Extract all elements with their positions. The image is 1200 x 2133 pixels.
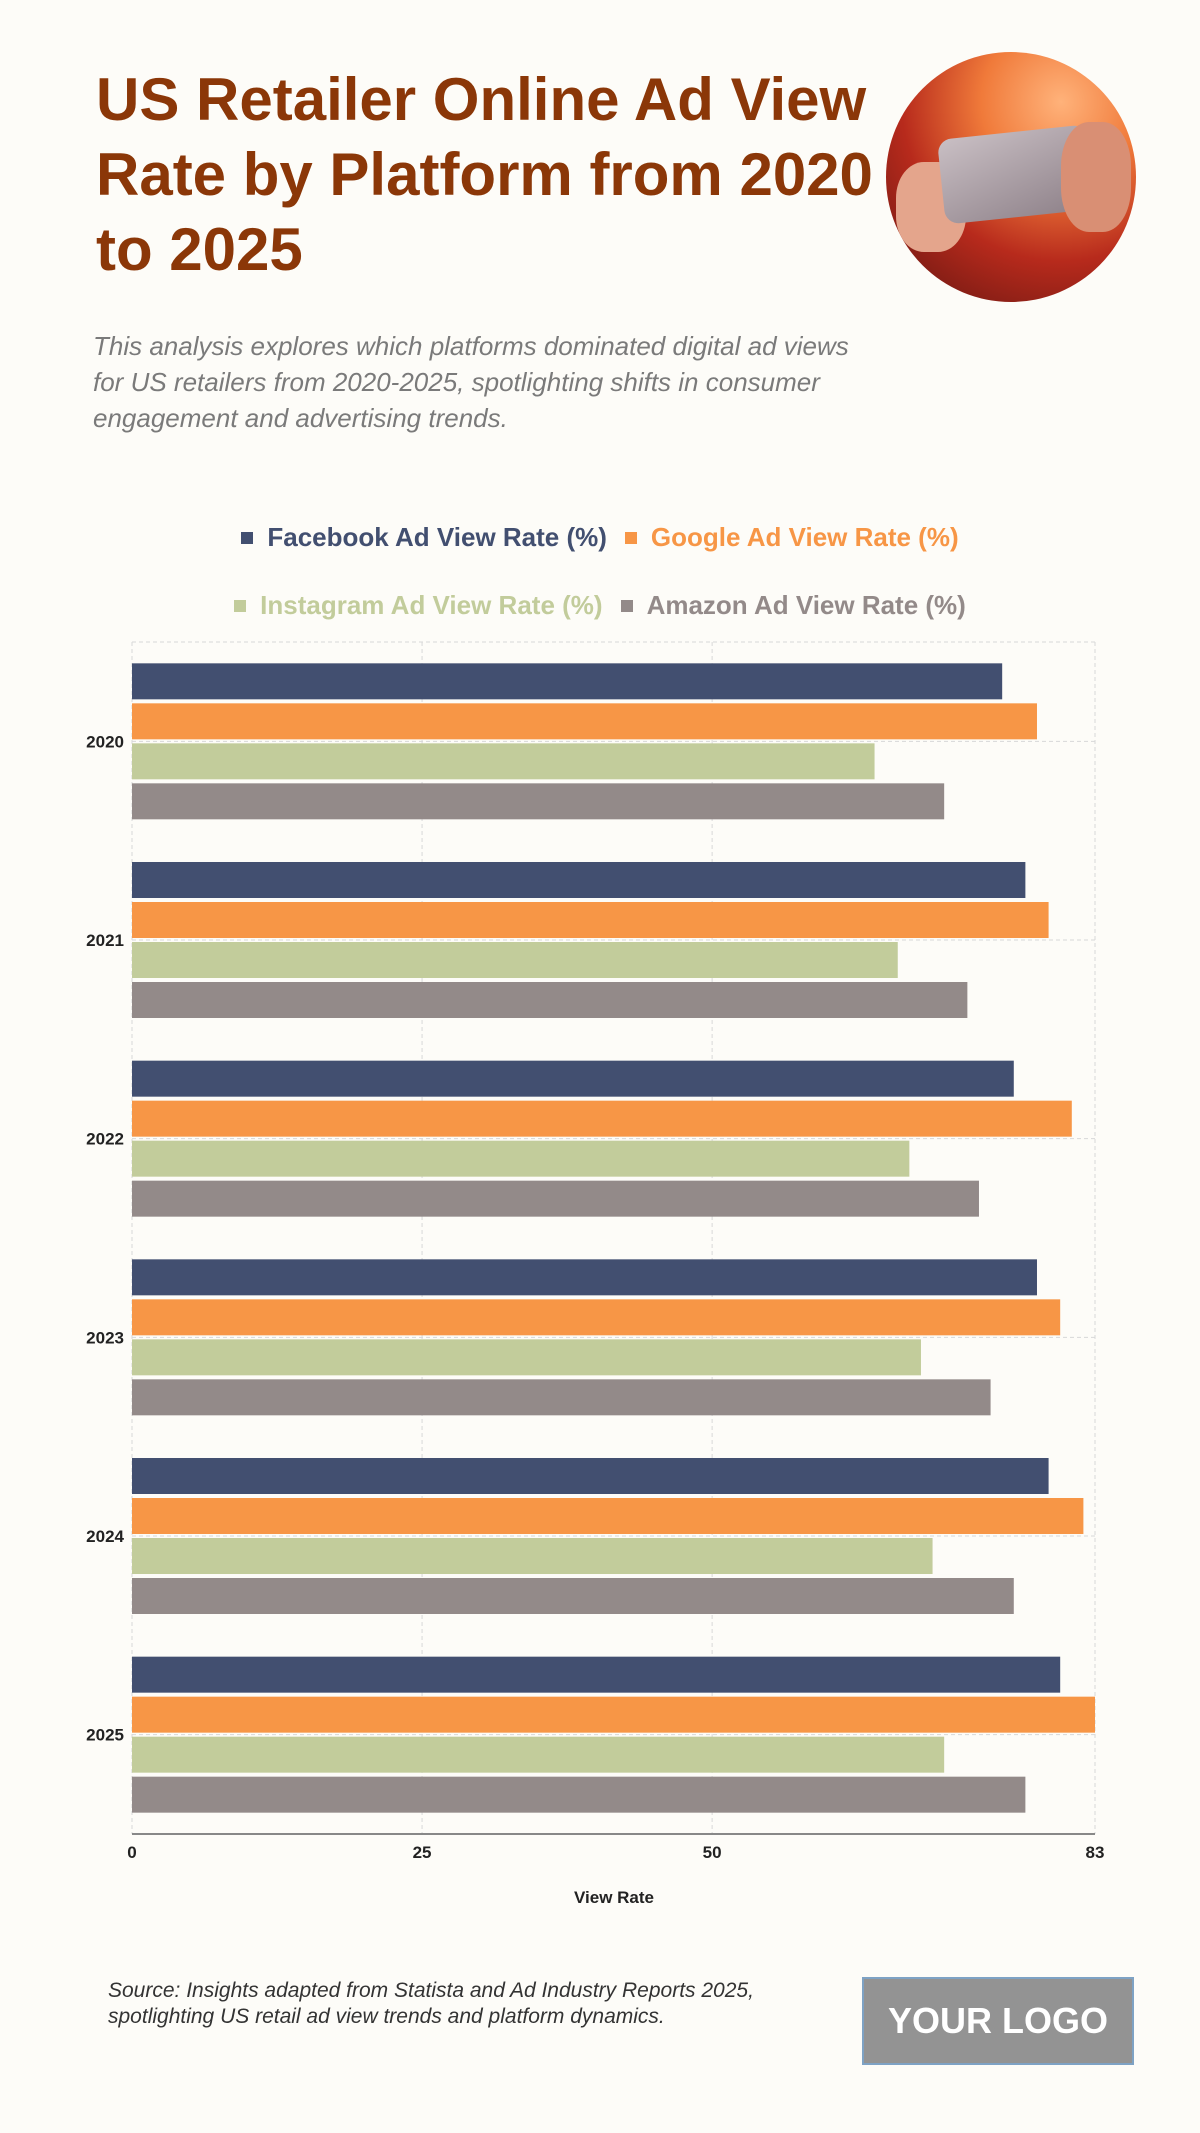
x-tick-label: 25 — [413, 1843, 432, 1862]
y-tick-label: 2022 — [86, 1130, 124, 1149]
bar-facebook-2021 — [132, 862, 1026, 898]
legend-label: Google Ad View Rate (%) — [650, 522, 959, 552]
bar-amazon-2025 — [132, 1776, 1026, 1813]
bar-google-2025 — [132, 1696, 1095, 1733]
hero-image-phone-photo — [886, 52, 1136, 302]
bar-google-2024 — [132, 1498, 1084, 1534]
bar-google-2020 — [132, 703, 1037, 740]
legend-row-1: Facebook Ad View Rate (%) Google Ad View… — [0, 522, 1200, 553]
legend-swatch-icon — [241, 531, 254, 544]
bar-instagram-2021 — [132, 942, 898, 978]
legend-swatch-icon — [234, 599, 247, 612]
bar-google-2022 — [132, 1100, 1072, 1137]
hand-shape — [1061, 122, 1131, 232]
y-tick-label: 2021 — [86, 931, 124, 950]
legend-item-instagram: Instagram Ad View Rate (%) — [234, 590, 603, 621]
bar-instagram-2024 — [132, 1538, 933, 1574]
legend-swatch-icon — [624, 531, 637, 544]
bar-facebook-2025 — [132, 1656, 1061, 1693]
legend-label: Amazon Ad View Rate (%) — [646, 590, 966, 620]
bar-facebook-2020 — [132, 663, 1003, 700]
x-tick-label: 0 — [127, 1843, 136, 1862]
y-tick-label: 2023 — [86, 1328, 124, 1347]
legend-swatch-icon — [620, 599, 633, 612]
bar-instagram-2020 — [132, 743, 875, 780]
bar-facebook-2022 — [132, 1060, 1014, 1097]
subtitle: This analysis explores which platforms d… — [93, 331, 849, 433]
legend-item-google: Google Ad View Rate (%) — [624, 522, 959, 553]
source-note: Source: Insights adapted from Statista a… — [108, 1979, 754, 2028]
bar-instagram-2023 — [132, 1339, 921, 1376]
bar-instagram-2022 — [132, 1140, 910, 1177]
y-tick-label: 2024 — [86, 1527, 124, 1546]
x-tick-label: 50 — [703, 1843, 722, 1862]
bar-amazon-2023 — [132, 1379, 991, 1416]
page-title: US Retailer Online Ad View Rate by Platf… — [96, 66, 873, 283]
bar-google-2023 — [132, 1299, 1061, 1336]
y-tick-label: 2025 — [86, 1726, 124, 1745]
bar-facebook-2023 — [132, 1259, 1037, 1296]
legend-label: Facebook Ad View Rate (%) — [267, 522, 607, 552]
bar-amazon-2020 — [132, 783, 945, 820]
legend-item-amazon: Amazon Ad View Rate (%) — [620, 590, 966, 621]
legend-row-2: Instagram Ad View Rate (%) Amazon Ad Vie… — [0, 590, 1200, 621]
logo-placeholder: YOUR LOGO — [862, 1977, 1134, 2065]
x-tick-label: 83 — [1086, 1843, 1105, 1862]
legend-item-facebook: Facebook Ad View Rate (%) — [241, 522, 607, 553]
bar-facebook-2024 — [132, 1458, 1049, 1494]
bar-amazon-2021 — [132, 982, 968, 1018]
bar-chart: 2020 2021 2022 2023 2024 2025 0 25 50 83 View Rate — [86, 641, 1105, 1907]
bar-amazon-2022 — [132, 1180, 979, 1217]
bar-amazon-2024 — [132, 1578, 1014, 1614]
bar-instagram-2025 — [132, 1736, 945, 1773]
bar-google-2021 — [132, 902, 1049, 938]
x-axis-title: View Rate — [574, 1888, 654, 1907]
legend-label: Instagram Ad View Rate (%) — [260, 590, 603, 620]
y-tick-label: 2020 — [86, 732, 124, 751]
